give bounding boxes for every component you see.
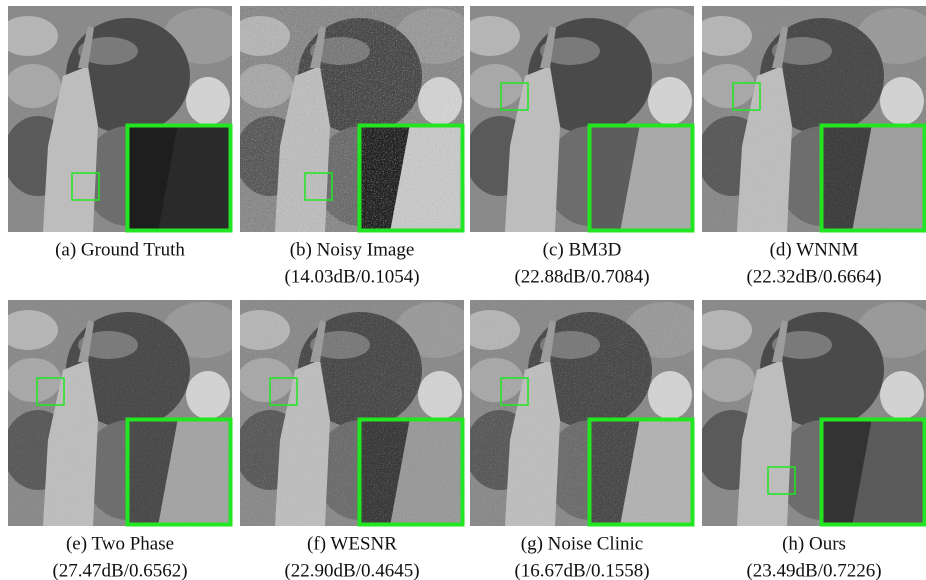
caption-metrics: (23.49dB/0.7226) xyxy=(746,560,881,580)
panel: (c) BM3D (22.88dB/0.7084) xyxy=(460,6,705,287)
caption-metrics: (22.88dB/0.7084) xyxy=(514,266,649,287)
panel: (e) Two Phase (27.47dB/0.6562) xyxy=(0,300,243,580)
zoom-inset xyxy=(358,124,464,232)
caption-metrics: (16.67dB/0.1558) xyxy=(514,560,649,580)
caption: (h) Ours xyxy=(782,533,846,554)
caption-metrics: (27.47dB/0.6562) xyxy=(52,560,187,580)
panel-grid: (a) Ground Truth (b) Noisy Image (14.03dB/… xyxy=(0,6,926,580)
caption-metrics: (14.03dB/0.1054) xyxy=(284,266,419,287)
panel: (g) Noise Clinic (16.67dB/0.1558) xyxy=(460,300,705,580)
panel: (h) Ours (23.49dB/0.7226) xyxy=(692,300,926,580)
zoom-inset xyxy=(820,418,926,526)
caption: (c) BM3D xyxy=(543,239,622,260)
caption-metrics: (22.90dB/0.4645) xyxy=(284,560,419,580)
zoom-inset xyxy=(820,124,926,232)
panel: (b) Noisy Image (14.03dB/0.1054) xyxy=(230,6,475,287)
panel: (f) WESNR (22.90dB/0.4645) xyxy=(230,300,475,580)
panel: (d) WNNM (22.32dB/0.6664) xyxy=(692,6,926,287)
caption: (f) WESNR xyxy=(307,533,397,554)
zoom-inset xyxy=(126,418,232,526)
caption-metrics: (22.32dB/0.6664) xyxy=(746,266,881,287)
caption: (e) Two Phase xyxy=(66,533,174,554)
panel: (a) Ground Truth xyxy=(0,6,243,260)
caption: (a) Ground Truth xyxy=(55,239,185,260)
caption: (b) Noisy Image xyxy=(290,239,415,260)
caption: (d) WNNM xyxy=(770,239,859,260)
zoom-inset xyxy=(588,418,694,526)
figure: (a) Ground Truth (b) Noisy Image (14.03dB/… xyxy=(0,0,926,580)
zoom-inset xyxy=(126,124,232,232)
zoom-inset xyxy=(358,418,464,526)
caption: (g) Noise Clinic xyxy=(521,533,643,554)
zoom-inset xyxy=(588,124,694,232)
